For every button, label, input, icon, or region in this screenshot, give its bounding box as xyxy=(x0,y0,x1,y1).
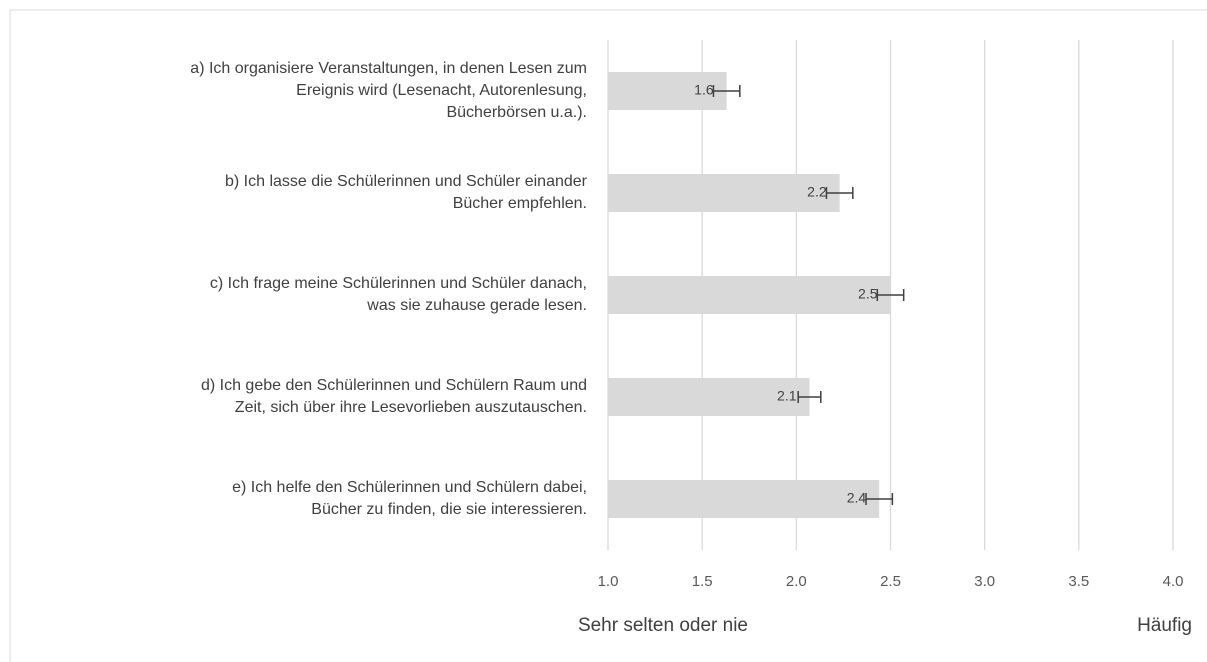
x-tick-label: 1.0 xyxy=(598,573,619,590)
x-tick-label: 4.0 xyxy=(1163,573,1184,590)
error-bar xyxy=(797,391,822,403)
value-label: 2.4 xyxy=(847,490,867,506)
x-label-low: Sehr selten oder nie xyxy=(578,615,748,636)
x-tick-label: 1.5 xyxy=(692,573,713,590)
bar xyxy=(608,378,810,416)
x-label-high: Häufig xyxy=(1137,615,1192,636)
bar xyxy=(608,174,840,212)
x-tick-label: 2.5 xyxy=(880,573,901,590)
x-tick-label: 3.5 xyxy=(1068,573,1089,590)
value-label: 2.1 xyxy=(777,388,797,404)
error-bar xyxy=(712,85,741,97)
error-bar xyxy=(825,187,854,199)
y-tick-label: e) Ich helfe den Schülerinnen und Schüle… xyxy=(232,479,587,518)
y-tick-label: b) Ich lasse die Schülerinnen und Schüle… xyxy=(225,173,588,212)
bar xyxy=(608,72,727,110)
x-tick-label: 2.0 xyxy=(786,573,807,590)
value-label: 2.2 xyxy=(807,184,827,200)
value-label: 2.5 xyxy=(858,286,878,302)
error-bar xyxy=(865,493,894,505)
value-label: 1.6 xyxy=(694,82,714,98)
y-tick-label: c) Ich frage meine Schülerinnen und Schü… xyxy=(210,275,587,314)
y-tick-label: a) Ich organisiere Veranstaltungen, in d… xyxy=(190,60,587,121)
error-bar xyxy=(876,289,905,301)
bar xyxy=(608,276,891,314)
bar xyxy=(608,480,880,518)
y-tick-label: d) Ich gebe den Schülerinnen und Schüler… xyxy=(201,377,587,416)
x-tick-label: 3.0 xyxy=(974,573,995,590)
